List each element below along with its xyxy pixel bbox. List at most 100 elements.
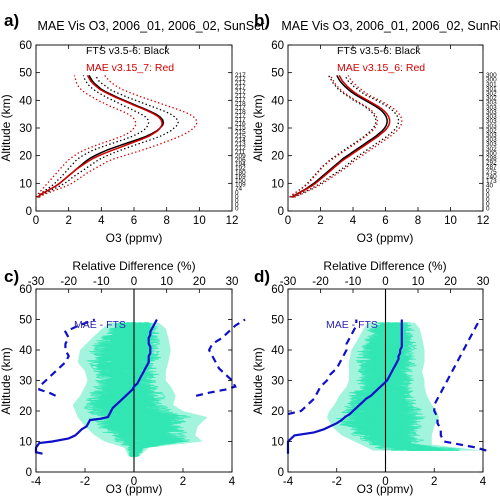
- x2-tick-label: -20: [312, 276, 329, 288]
- sample-count: 303: [486, 104, 497, 111]
- y-tick-label: 40: [19, 345, 32, 357]
- x-tick-label: 6: [131, 215, 137, 227]
- y-tick-label: 50: [271, 315, 284, 327]
- traces-d: [286, 289, 487, 472]
- sample-count: 303: [486, 123, 497, 130]
- x-tick-label: 12: [226, 215, 239, 227]
- sample-count: 215: [235, 129, 246, 136]
- sample-count: 303: [486, 137, 497, 144]
- x-tick-label: 10: [444, 215, 457, 227]
- profile-line: [294, 75, 403, 198]
- panel-b: b) MAE Vis O3, 2006_01, 2006_02, SunRise…: [251, 11, 500, 245]
- sample-count: 0: [235, 206, 239, 213]
- individual-difference: [114, 322, 185, 457]
- profile-line: [35, 75, 137, 198]
- plot-frame-a: [35, 44, 233, 212]
- sample-count: 301: [486, 86, 497, 93]
- x-tick-label: 0: [382, 476, 388, 488]
- x2-tick-label: 30: [477, 276, 490, 288]
- sample-count: 217: [235, 92, 246, 99]
- sample-count: 217: [235, 72, 246, 79]
- y-axis-label-a: Altitude (km): [0, 94, 13, 161]
- y-tick-label: 10: [19, 178, 32, 190]
- traces-c: [34, 289, 246, 472]
- x-tick-label: 2: [431, 476, 437, 488]
- y-tick-label: 50: [19, 68, 32, 80]
- x2-tick-label: -10: [93, 276, 110, 288]
- y-tick-label: 0: [278, 467, 284, 479]
- sample-count: 217: [235, 84, 246, 91]
- x2-tick-label: -10: [345, 276, 362, 288]
- sample-count: 217: [235, 88, 246, 95]
- sample-count: 192: [235, 165, 246, 172]
- chart-title-b: MAE Vis O3, 2006_01, 2006_02, SunRise: [281, 19, 500, 33]
- x-tick-label: 4: [350, 215, 357, 227]
- x-tick-label: 2: [180, 476, 186, 488]
- sample-count: 303: [486, 132, 497, 139]
- mean-difference-line: [286, 319, 403, 454]
- y-axis-label-b: Altitude (km): [251, 94, 265, 161]
- sample-count: 215: [235, 133, 246, 140]
- x-tick-label: -2: [332, 476, 342, 488]
- y-axis-label-c: Altitude (km): [0, 347, 13, 414]
- sample-count: 0: [486, 192, 490, 199]
- sample-count: 150: [235, 177, 246, 184]
- sample-count: 217: [235, 76, 246, 83]
- y-tick-label: 40: [271, 345, 284, 357]
- sample-count: 209: [235, 153, 246, 160]
- sample-count: 0: [235, 202, 239, 209]
- sample-count: 211: [235, 149, 246, 156]
- counts-b: 0000040173240275287292298300302303303303…: [486, 72, 497, 213]
- y-tick-label: 50: [271, 68, 284, 80]
- sample-count: 0: [486, 206, 490, 213]
- x2-tick-label: 20: [444, 276, 457, 288]
- sample-count: 302: [486, 127, 497, 134]
- traces-a: [35, 74, 198, 198]
- x-axis-label-d: O3 (ppmv): [357, 482, 414, 496]
- panel-label-d: d): [254, 267, 270, 286]
- sample-count: 300: [486, 77, 497, 84]
- panel-a: a) MAE Vis O3, 2006_01, 2006_02, SunSet …: [0, 11, 265, 245]
- x-tick-label: 10: [193, 215, 206, 227]
- sample-count: 217: [235, 113, 246, 120]
- chart-title-a: MAE Vis O3, 2006_01, 2006_02, SunSet: [37, 19, 265, 33]
- panel-label-a: a): [4, 11, 19, 30]
- legend-mae-b: MAE v3.15_6: Red: [337, 62, 425, 74]
- profile-line: [292, 75, 400, 198]
- annotation-c: MAE - FTS: [74, 319, 126, 331]
- y-tick-label: 0: [26, 206, 32, 218]
- y-tick-label: 20: [19, 406, 32, 418]
- x-tick-label: -4: [31, 476, 42, 488]
- panel-label-b: b): [254, 11, 270, 30]
- stddev-line: [195, 318, 246, 397]
- sample-count: 0: [486, 187, 490, 194]
- sample-count: 301: [486, 81, 497, 88]
- y-tick-label: 40: [271, 95, 284, 107]
- legend-fts-a: FTS v3.5-6: Black: [86, 45, 170, 57]
- x-tick-label: 12: [477, 215, 490, 227]
- y-tick-label: 40: [19, 95, 32, 107]
- y-tick-label: 30: [19, 123, 32, 135]
- x-tick-label: 8: [163, 215, 169, 227]
- x2-tick-label: 10: [160, 276, 173, 288]
- sample-count: 303: [486, 114, 497, 121]
- x-tick-label: 0: [285, 215, 291, 227]
- sample-count: 302: [486, 91, 497, 98]
- profile-line: [38, 74, 179, 198]
- mean-difference-line: [34, 318, 158, 455]
- sample-count: 300: [486, 72, 497, 79]
- x-tick-label: 8: [415, 215, 421, 227]
- x2-tick-label: 0: [131, 276, 137, 288]
- sample-count: 218: [235, 100, 246, 107]
- y-tick-label: 30: [19, 376, 32, 388]
- counts-a: 0000074109150169180192194206209211212213…: [235, 72, 246, 213]
- x2-axis-label-d: Relative Difference (%): [323, 259, 446, 273]
- x-tick-label: 2: [317, 215, 323, 227]
- y-tick-label: 0: [278, 206, 284, 218]
- individual-difference: [348, 322, 445, 451]
- x-axis-label-b: O3 (ppmv): [357, 231, 414, 245]
- sample-count: 216: [235, 121, 246, 128]
- legend-fts-b: FTS v3.5-6: Black: [337, 45, 421, 57]
- sample-count: 109: [235, 181, 246, 188]
